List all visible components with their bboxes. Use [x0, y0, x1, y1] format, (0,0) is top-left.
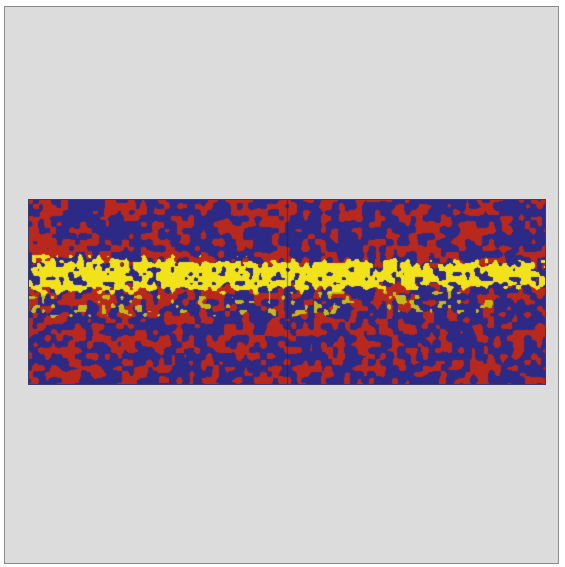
image-frame: [4, 6, 559, 564]
abstract-artwork: [29, 200, 545, 384]
artwork-canvas: [29, 200, 545, 384]
